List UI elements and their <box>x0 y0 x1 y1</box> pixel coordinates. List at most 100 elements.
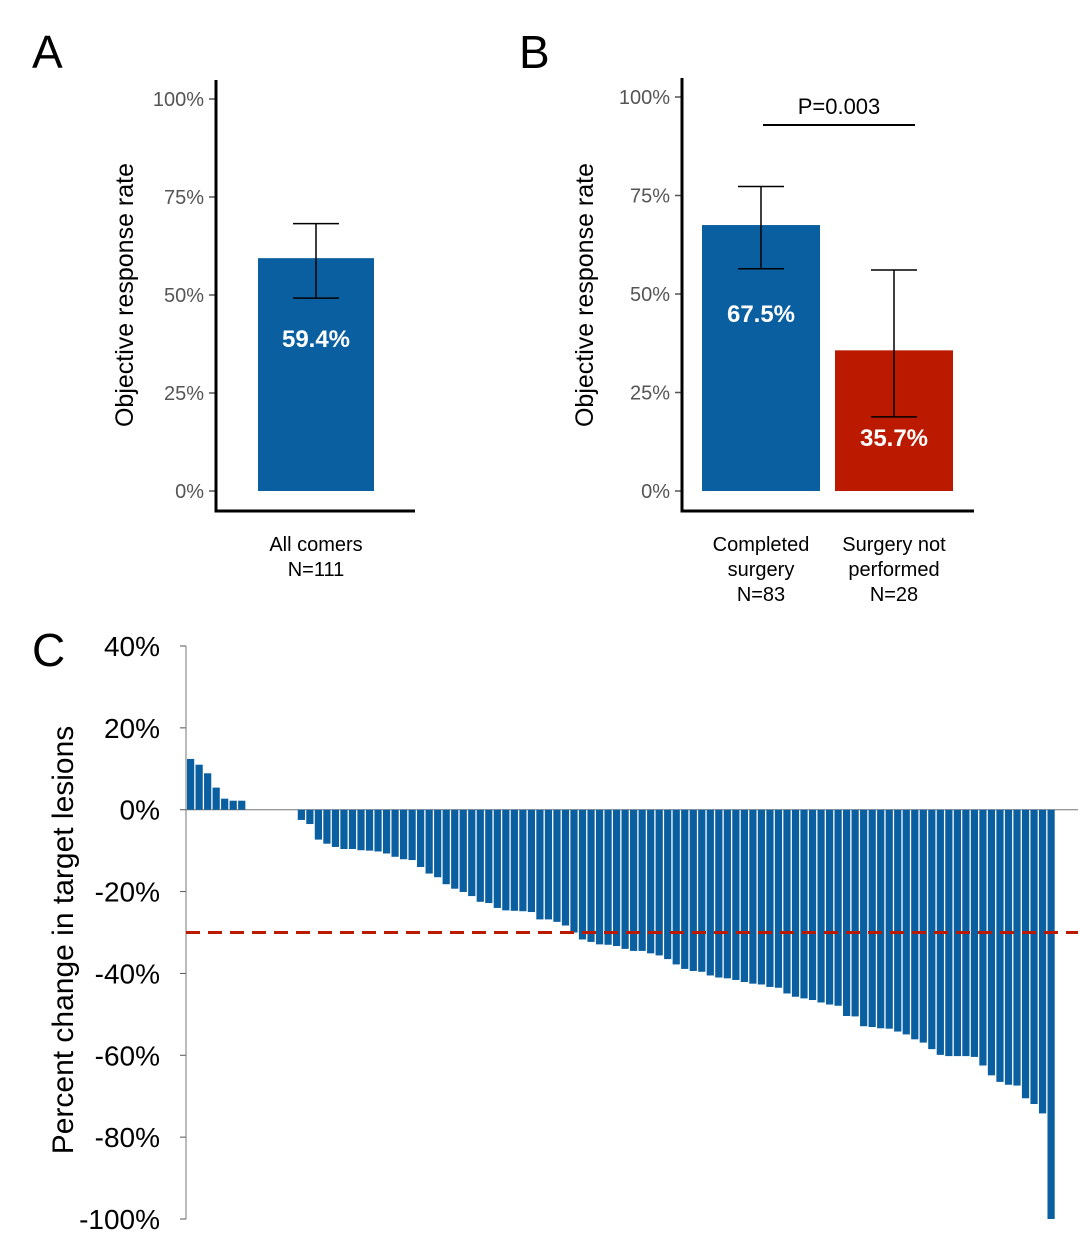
panel-c-bar <box>928 809 936 1050</box>
panel-c-bar <box>340 809 348 850</box>
panel-a-y-axis-label: Objective response rate <box>111 163 139 427</box>
panel-c-bar <box>195 764 203 810</box>
panel-b-y-tick-label: 100% <box>619 87 670 109</box>
panel-b-category-label: surgery <box>728 559 795 581</box>
panel-c-bar <box>314 809 323 840</box>
panel-c-bar <box>672 809 680 965</box>
panel-b-y-tick-label: 50% <box>630 284 670 306</box>
panel-c-bar <box>791 809 800 997</box>
panel-a-category-label: All comers <box>269 534 362 556</box>
panel-c-bar <box>630 809 638 951</box>
panel-c-bar <box>834 809 842 1006</box>
panel-c-bar <box>689 809 697 971</box>
panel-c-bar <box>331 809 340 847</box>
panel-c-bar <box>877 809 885 1029</box>
panel-c-bar <box>553 809 561 922</box>
panel-c-bar <box>800 809 808 999</box>
panel-c-bar <box>749 809 757 984</box>
panel-c-bar <box>187 758 195 810</box>
panel-c-bar <box>979 809 987 1066</box>
panel-c-bar <box>715 809 723 978</box>
panel-c-bar <box>229 800 237 810</box>
panel-c-bar <box>493 809 501 908</box>
panel-c-bar <box>1047 809 1055 1219</box>
panel-c-bar <box>638 809 646 951</box>
panel-b-category-label: Surgery not <box>842 534 946 556</box>
panel-a-y-tick-label: 100% <box>153 89 204 111</box>
panel-c-bar <box>374 809 382 852</box>
panel-c-bar <box>476 809 484 902</box>
panel-c-bar <box>698 809 706 972</box>
panel-c-bar <box>468 809 476 897</box>
panel-b-y-tick-label: 75% <box>630 186 670 208</box>
panel-c-y-tick-label: 0% <box>120 795 160 826</box>
panel-c-bar <box>732 809 740 980</box>
panel-c-bar <box>204 773 212 810</box>
panel-c-bar <box>902 809 910 1035</box>
panel-b-category-label: Completed <box>713 534 810 556</box>
panel-c-bar <box>604 809 612 945</box>
panel-c-bar <box>681 809 689 969</box>
panel-c-bar <box>860 809 868 1027</box>
panel-c-bar <box>570 809 578 933</box>
panel-c-bar <box>851 809 859 1017</box>
panel-a-y-tick-label: 75% <box>164 187 204 209</box>
panel-c-bar <box>348 809 357 850</box>
panel-c-y-axis-label: Percent change in target lesions <box>47 726 80 1155</box>
panel-c-bar <box>417 809 425 868</box>
panel-c-bar <box>894 809 902 1032</box>
panel-c-chart: -100% -80% -60% -40% -20% 0% 20% 40% Percent cha… <box>47 631 1078 1235</box>
panel-c-y-tick-label: -20% <box>95 877 160 908</box>
panel-a-category-label: N=111 <box>288 559 345 581</box>
panel-a-y-tick-label: 0% <box>175 481 204 503</box>
panel-c-bar <box>911 809 919 1040</box>
panel-c-bar <box>1013 809 1021 1086</box>
panel-c-bar <box>527 809 536 913</box>
panel-c-y-tick-label: 40% <box>104 631 160 662</box>
panel-c-bar <box>783 809 791 994</box>
panel-c-bar <box>647 809 655 954</box>
panel-c-bar <box>996 809 1004 1082</box>
panel-c-y-tick-label: -100% <box>79 1204 160 1235</box>
panel-c-bar <box>587 809 595 942</box>
panel-b-y-axis-label: Objective response rate <box>571 163 599 427</box>
panel-b-value-label: 67.5% <box>727 301 795 328</box>
panel-c-bar <box>357 809 365 851</box>
panel-b-category-label: N=83 <box>737 584 785 606</box>
panel-c-bar <box>408 809 416 861</box>
panel-c-bar <box>766 809 774 987</box>
panel-c-y-tick-label: -40% <box>95 958 160 989</box>
panel-b-p-value-label: P=0.003 <box>798 94 881 119</box>
panel-c-bar <box>578 809 587 940</box>
panel-c-bar <box>485 809 493 904</box>
panel-c-bar <box>323 809 331 844</box>
panel-c-bar <box>544 809 553 920</box>
panel-c-bar <box>221 798 229 810</box>
panel-c-bar <box>212 787 220 810</box>
panel-c-bar <box>561 809 570 926</box>
panel-c-bar <box>510 809 518 911</box>
panel-c-bar <box>238 800 246 810</box>
panel-c-bar <box>434 809 442 878</box>
panel-c-y-tick-label: -60% <box>95 1040 160 1071</box>
panel-a-y-tick-label: 25% <box>164 383 204 405</box>
panel-c-bar <box>817 809 825 1003</box>
panel-b-value-label: 35.7% <box>860 425 928 452</box>
panel-c-y-tick-label: 20% <box>104 713 160 744</box>
panel-a-y-tick-label: 50% <box>164 285 204 307</box>
panel-a-value-label: 59.4% <box>282 326 350 353</box>
panel-c-bar <box>774 809 783 988</box>
panel-c-bar <box>297 809 305 820</box>
panel-c-bar <box>843 809 851 1016</box>
panel-c-bar <box>399 809 408 860</box>
panel-c-bar <box>442 809 450 885</box>
panel-c-bar <box>1038 809 1047 1114</box>
panel-c-bar <box>825 809 834 1005</box>
panel-b-category-label: performed <box>848 559 939 581</box>
panel-c-bar <box>519 809 527 912</box>
panel-c-bar <box>868 809 876 1028</box>
panel-c-letter: C <box>32 624 65 676</box>
panel-b-chart: 0% 25% 50% 75% 100% Objective response rate 67… <box>571 78 974 606</box>
panel-c-bar <box>655 809 663 956</box>
panel-b-y-tick-label: 0% <box>641 481 670 503</box>
